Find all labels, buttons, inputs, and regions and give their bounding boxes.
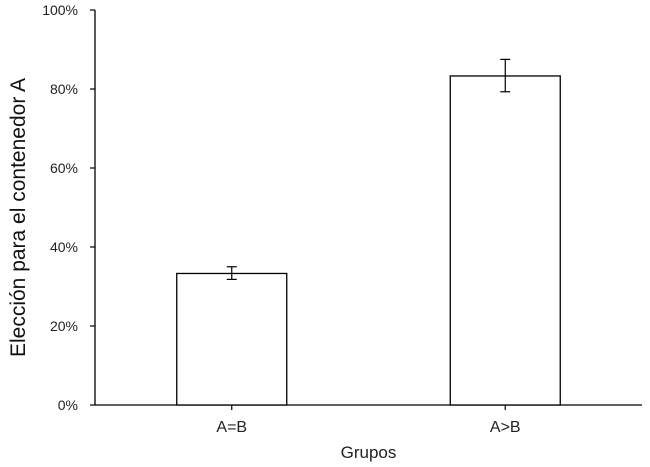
y-tick-label: 60% [50,160,78,176]
y-tick-label: 20% [50,318,78,334]
y-axis-title: Elección para el contenedor A [7,78,30,357]
x-tick-label: A>B [490,419,521,436]
bar [176,272,288,406]
y-tick-label: 80% [50,81,78,97]
y-tick-label: 0% [58,397,78,413]
y-tick-label: 40% [50,239,78,255]
y-tick-label: 100% [42,2,78,18]
plot-area: 0% 20% 40% 60% 80% 100% A=B A>B [42,2,642,436]
bar [449,75,561,406]
x-axis-title: Grupos [341,443,397,462]
x-tick-label: A=B [216,419,247,436]
